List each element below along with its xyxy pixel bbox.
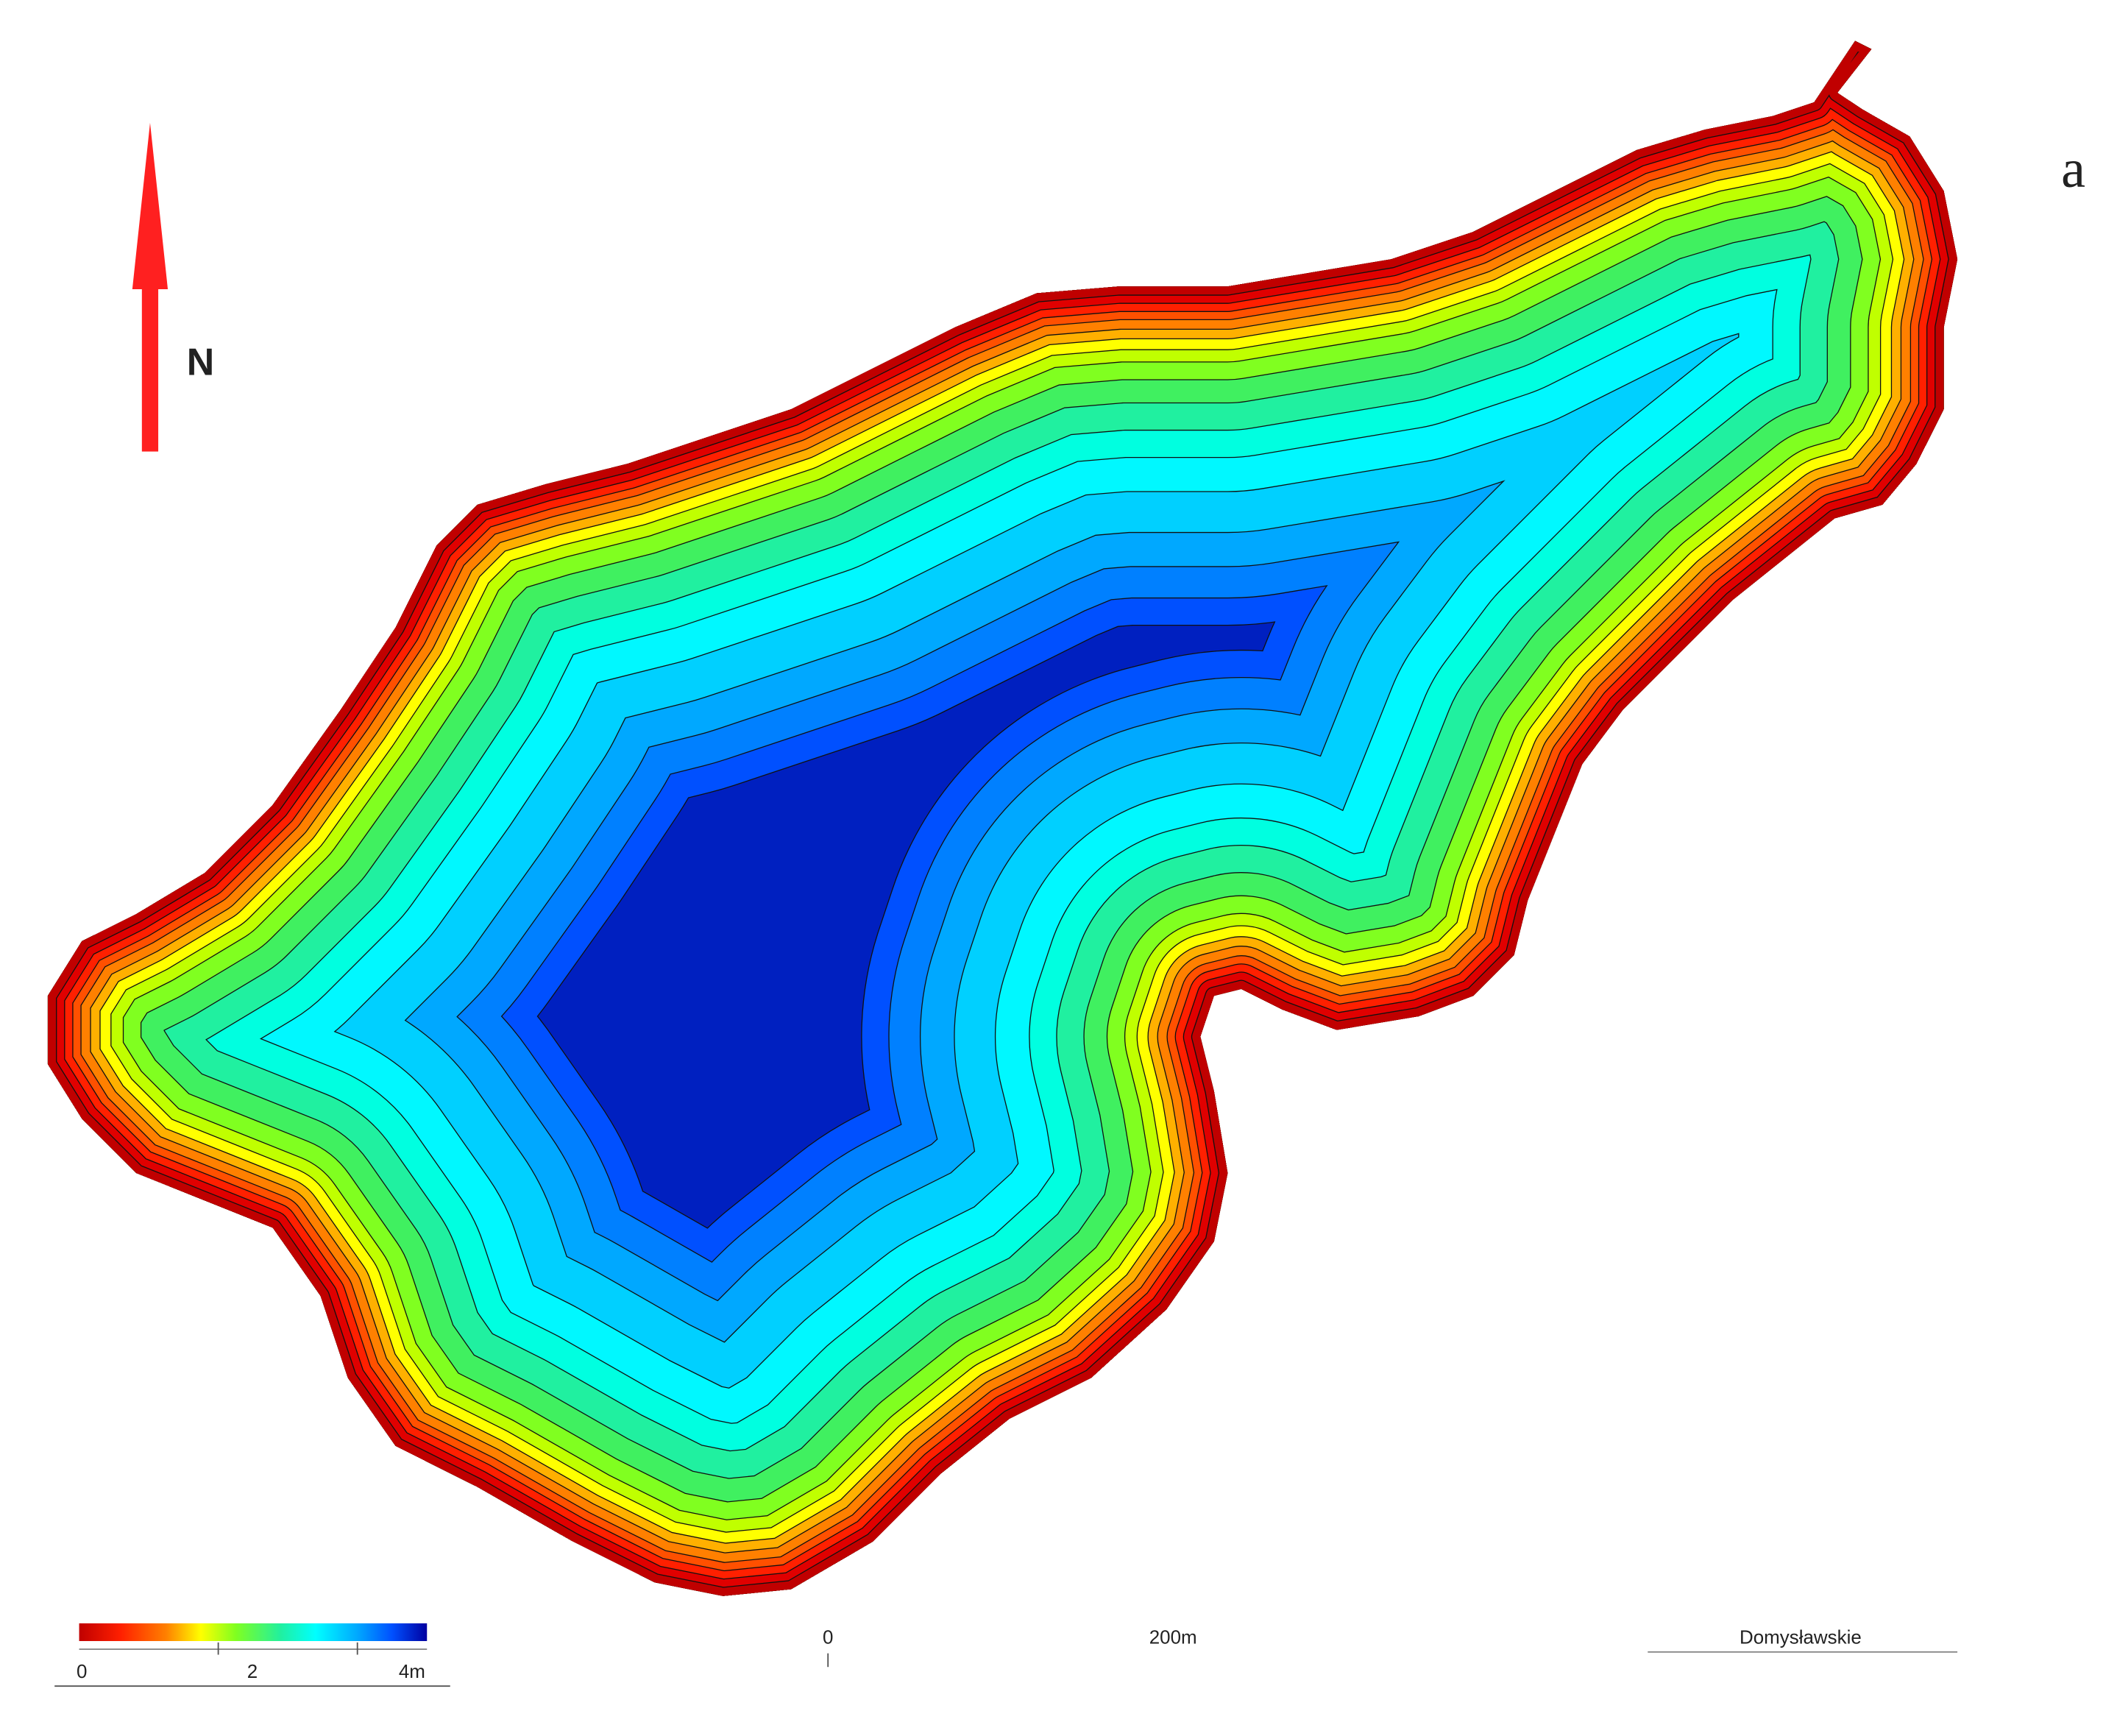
lake-name: Domysławskie (1740, 1628, 1862, 1648)
panel-label: a (2061, 139, 2085, 199)
arrow-shaft (141, 280, 159, 452)
north-arrow (132, 122, 169, 452)
scale-start-label: 0 (823, 1628, 833, 1648)
legend-tick-label: 4m (399, 1662, 425, 1682)
arrow-head (132, 122, 169, 289)
color-bar (79, 1623, 428, 1641)
north-label: N (187, 341, 214, 383)
scale-end-label: 200m (1149, 1628, 1197, 1648)
legend-tick-label: 2 (247, 1662, 258, 1682)
lake-depth-map (47, 40, 1958, 1596)
legend-tick-label: 0 (77, 1662, 87, 1682)
